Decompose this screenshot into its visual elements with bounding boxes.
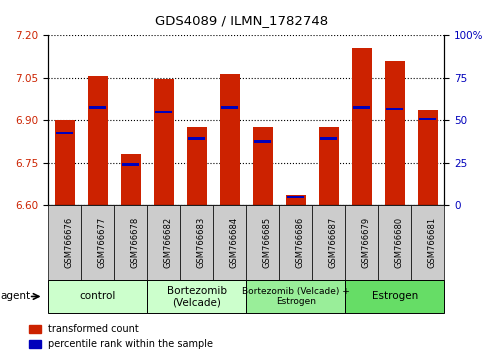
- Bar: [187, 127, 207, 205]
- Bar: [220, 74, 240, 205]
- Text: control: control: [80, 291, 116, 302]
- Bar: [57, 132, 73, 135]
- Text: GSM766687: GSM766687: [329, 217, 338, 268]
- Bar: [255, 140, 271, 143]
- Text: GDS4089 / ILMN_1782748: GDS4089 / ILMN_1782748: [155, 14, 328, 27]
- Text: GSM766677: GSM766677: [98, 217, 107, 268]
- Bar: [154, 79, 174, 205]
- Bar: [122, 163, 139, 166]
- Bar: [156, 110, 172, 113]
- Text: agent: agent: [0, 291, 30, 302]
- Bar: [286, 195, 306, 205]
- Text: GSM766681: GSM766681: [428, 217, 437, 268]
- Bar: [386, 108, 403, 110]
- Bar: [253, 127, 273, 205]
- Bar: [419, 118, 436, 120]
- Bar: [121, 154, 141, 205]
- Bar: [418, 110, 438, 205]
- Text: GSM766685: GSM766685: [263, 217, 272, 268]
- Bar: [221, 106, 238, 109]
- Legend: transformed count, percentile rank within the sample: transformed count, percentile rank withi…: [29, 324, 213, 349]
- Text: GSM766682: GSM766682: [164, 217, 173, 268]
- Text: GSM766684: GSM766684: [230, 217, 239, 268]
- Bar: [319, 127, 339, 205]
- Text: GSM766676: GSM766676: [65, 217, 74, 268]
- Bar: [88, 76, 108, 205]
- Text: GSM766686: GSM766686: [296, 217, 305, 268]
- Text: GSM766683: GSM766683: [197, 217, 206, 268]
- Bar: [385, 61, 405, 205]
- Bar: [55, 120, 75, 205]
- Text: GSM766678: GSM766678: [131, 217, 140, 268]
- Bar: [352, 48, 372, 205]
- Bar: [354, 106, 370, 109]
- Text: Bortezomib (Velcade) +
Estrogen: Bortezomib (Velcade) + Estrogen: [242, 287, 350, 306]
- Bar: [188, 137, 205, 140]
- Text: Estrogen: Estrogen: [372, 291, 418, 302]
- Text: GSM766680: GSM766680: [395, 217, 404, 268]
- Bar: [89, 106, 106, 109]
- Text: GSM766679: GSM766679: [362, 217, 371, 268]
- Text: Bortezomib
(Velcade): Bortezomib (Velcade): [167, 286, 227, 307]
- Bar: [287, 195, 304, 198]
- Bar: [320, 137, 337, 140]
